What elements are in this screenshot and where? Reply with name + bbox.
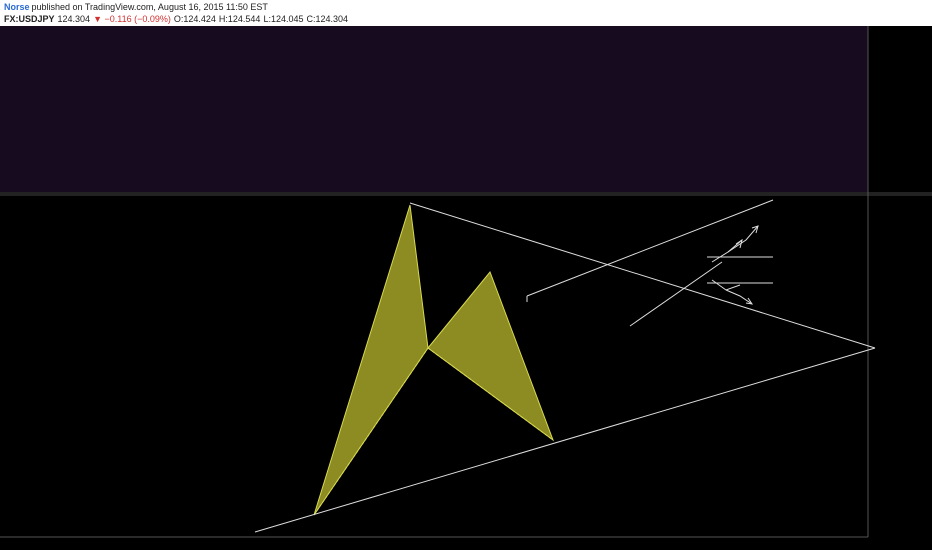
harmonic-pattern [313, 204, 555, 516]
last-price: 124.304 [57, 14, 91, 24]
panel-separator [0, 192, 932, 196]
triangle-lower [254, 347, 876, 533]
pattern-bcd [427, 271, 555, 442]
ohlc-open: O:124.424 [173, 14, 216, 24]
arrow-head [735, 238, 743, 249]
triangle-upper [409, 202, 876, 349]
channel-lower [629, 261, 723, 327]
published: published on TradingView.com, August 16,… [31, 2, 268, 12]
arrow-path [711, 279, 741, 291]
drawings [254, 199, 876, 533]
arrow-path [727, 225, 759, 253]
ohlc-low: L:124.045 [263, 14, 304, 24]
ohlc-close: C:124.304 [306, 14, 349, 24]
header-line-1: Norse published on TradingView.com, Augus… [4, 1, 928, 13]
symbol: FX:USDJPY [4, 14, 55, 24]
arrow-path [725, 289, 753, 305]
change: ▼ −0.116 (−0.09%) [93, 14, 171, 24]
pattern-xb [313, 347, 429, 516]
arrow-head [745, 297, 754, 305]
author[interactable]: Norse [4, 2, 30, 12]
pattern-bd [427, 347, 554, 441]
channel-upper [526, 199, 774, 297]
arrow-head [751, 225, 759, 234]
header: Norse published on TradingView.com, Augus… [0, 0, 932, 26]
header-line-2: FX:USDJPY 124.304 ▼ −0.116 (−0.09%) O:124.4… [4, 13, 928, 25]
ohlc-high: H:124.544 [218, 14, 261, 24]
rsi-panel [0, 26, 868, 192]
pattern-xab [313, 204, 429, 516]
